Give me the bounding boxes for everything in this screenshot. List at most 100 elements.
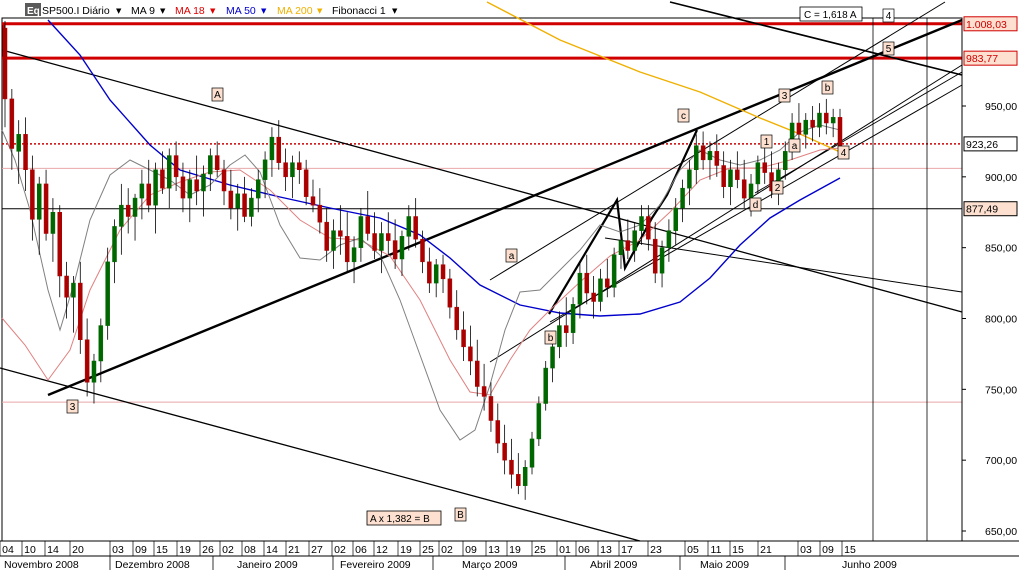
fib-annotation-top: C = 1,618 A <box>799 6 863 22</box>
logo-box[interactable] <box>25 3 41 16</box>
indicator-ma200-label[interactable]: MA 200 <box>277 5 313 17</box>
candle <box>735 151 740 189</box>
candle <box>317 188 323 234</box>
candle <box>379 222 384 274</box>
candle <box>714 134 720 177</box>
indicator-ma50-arrow[interactable]: ▼ <box>261 7 267 15</box>
candle-body <box>659 247 665 274</box>
candle <box>358 208 364 262</box>
candle <box>646 205 651 251</box>
candle <box>707 141 713 180</box>
candle-body <box>2 27 8 100</box>
wave-label-box <box>821 80 834 95</box>
indicator-ma9-arrow[interactable]: ▼ <box>160 7 166 15</box>
indicator-ma9-label[interactable]: MA 9 <box>131 5 155 17</box>
candle-body <box>810 119 815 128</box>
trendline-layer <box>0 1 963 542</box>
y-tick-label: 750,00 <box>985 384 1017 396</box>
candle-body <box>447 278 453 308</box>
x-tick-label: 26 <box>202 544 214 556</box>
candle <box>194 155 199 206</box>
candle <box>502 424 507 475</box>
trend-line <box>489 1 946 281</box>
candle-body <box>214 155 220 170</box>
candle-body <box>495 420 501 444</box>
indicator-fibonacci-label[interactable]: Fibonacci 1 <box>332 5 386 17</box>
candle <box>652 222 658 284</box>
indicator-fibonacci-arrow[interactable]: ▼ <box>392 7 398 15</box>
y-tick-label: 850,00 <box>985 243 1017 255</box>
x-tick-label: 14 <box>47 544 59 556</box>
symbol-label[interactable]: SP500.I Diário <box>42 5 110 17</box>
candle <box>632 222 637 262</box>
candle-body <box>64 275 69 298</box>
symbol-menu-arrow[interactable]: ▼ <box>116 7 122 15</box>
candle-body <box>228 190 234 209</box>
wave-label: 2 <box>771 180 784 195</box>
wave-label: b <box>544 330 557 345</box>
candle <box>700 131 706 170</box>
candle-body <box>728 169 733 187</box>
candle-body <box>173 155 179 178</box>
candle <box>283 148 288 191</box>
candle-body <box>132 197 138 217</box>
wave-label-text: b <box>548 333 554 344</box>
price-tag-label: 877,49 <box>966 204 998 216</box>
candle-body <box>297 162 302 171</box>
candle <box>23 117 28 191</box>
candle-body <box>160 169 165 189</box>
candle-body <box>420 238 425 263</box>
candle <box>242 176 247 223</box>
candle <box>529 431 535 475</box>
candle-body <box>276 136 282 163</box>
wave-label: a <box>505 248 518 263</box>
candle <box>536 396 542 446</box>
candle-body <box>317 204 323 223</box>
x-tick-label: 12 <box>376 544 388 556</box>
candle <box>495 403 501 454</box>
candle <box>187 169 193 223</box>
fib-annotation-top-text: C = 1,618 A <box>804 10 857 21</box>
indicator-ma18-arrow[interactable]: ▼ <box>210 7 216 15</box>
candle-body <box>290 162 295 178</box>
candle <box>762 145 767 184</box>
x-tick-label: 05 <box>687 544 699 556</box>
candle-body <box>344 236 350 263</box>
candle-body <box>762 162 767 173</box>
candle <box>440 254 446 293</box>
wave-label-box <box>778 88 791 103</box>
y-tick-label: 800,00 <box>985 314 1017 326</box>
candle <box>427 247 432 293</box>
wave-label-box <box>749 197 762 212</box>
candle-body <box>208 155 213 175</box>
candle-body <box>522 467 528 486</box>
x-tick-label: 21 <box>760 544 772 556</box>
candle-body <box>23 134 28 170</box>
candle-body <box>563 325 569 333</box>
indicator-ma18-label[interactable]: MA 18 <box>175 5 205 17</box>
candle <box>180 162 186 213</box>
x-tick-label: 02 <box>222 544 234 556</box>
candle-body <box>324 221 329 251</box>
candle-body <box>830 117 836 124</box>
candle-body <box>255 179 261 199</box>
indicator-ma50-label[interactable]: MA 50 <box>226 5 256 17</box>
candle-body <box>584 272 590 294</box>
wave-label-text: 4 <box>886 11 892 22</box>
x-tick-label: 20 <box>72 544 84 556</box>
candle <box>372 212 377 259</box>
price-tag-label: 923,26 <box>966 139 998 151</box>
candle-body <box>235 193 240 209</box>
fib-annotation-bottom-box <box>366 510 442 526</box>
plot-area <box>1 17 963 542</box>
y-tick-label: 900,00 <box>985 172 1017 184</box>
candle <box>36 176 42 255</box>
candle-body <box>440 264 446 280</box>
indicator-ma200-arrow[interactable]: ▼ <box>317 7 323 15</box>
wave-label-text: A <box>214 90 221 101</box>
candle-body <box>782 151 788 170</box>
wave-label: 4 <box>837 145 850 160</box>
wave-label-text: 3 <box>70 402 76 413</box>
wave-label-box <box>677 108 690 123</box>
